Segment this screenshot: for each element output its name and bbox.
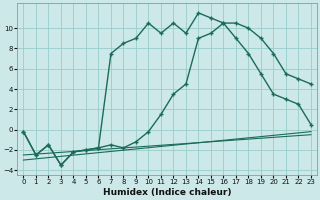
X-axis label: Humidex (Indice chaleur): Humidex (Indice chaleur) (103, 188, 231, 197)
